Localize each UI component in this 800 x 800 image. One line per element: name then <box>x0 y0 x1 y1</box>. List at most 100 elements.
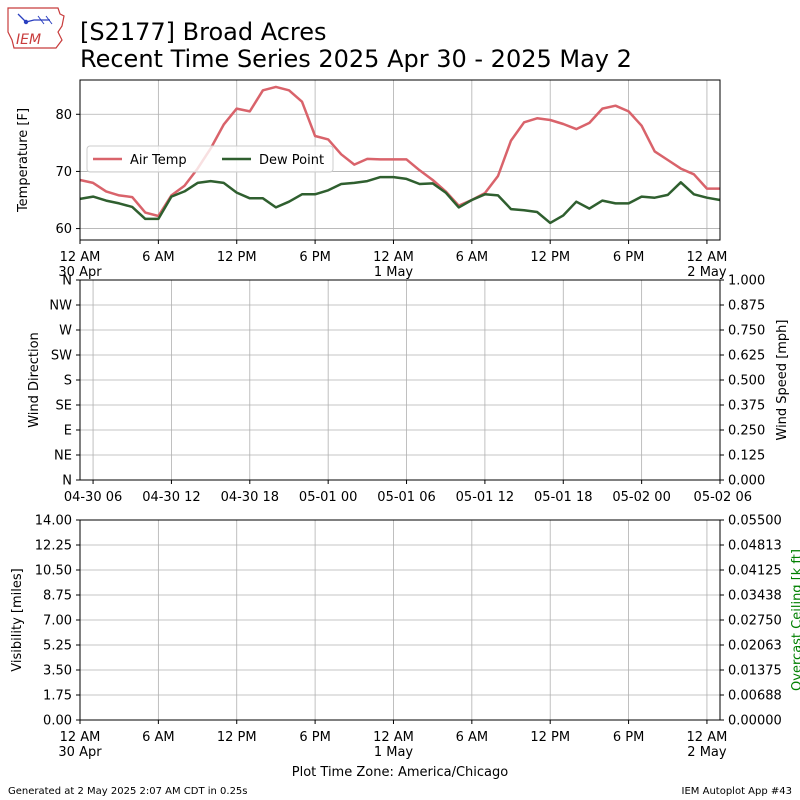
wind-direction-tick-label: S <box>64 374 72 389</box>
legend-dew-point: Dew Point <box>259 153 324 168</box>
wind-xtick-label: 05-02 06 <box>694 490 752 505</box>
wind-xtick-label: 04-30 06 <box>64 490 122 505</box>
visibility-tick-label: 14.00 <box>35 514 72 529</box>
visibility-tick-label: 12.25 <box>35 539 72 554</box>
temperature-series <box>79 85 721 225</box>
ceiling-tick-label: 0.04813 <box>728 539 782 554</box>
ceiling-tick-label: 0.03438 <box>728 589 782 604</box>
wind-direction-tick-label: SW <box>51 349 72 364</box>
temperature-xtick-date: 2 May <box>687 265 727 280</box>
x-axis-label: Plot Time Zone: America/Chicago <box>292 765 508 780</box>
wind-speed-tick-label: 0.875 <box>728 299 765 314</box>
wind-direction-tick-label: NE <box>54 449 72 464</box>
visibility-xtick-date: 2 May <box>687 745 727 760</box>
visibility-xtick-label: 12 AM <box>687 730 728 745</box>
wind-xtick-label: 05-01 06 <box>377 490 435 505</box>
temperature-xtick-date: 1 May <box>374 265 414 280</box>
wind-direction-tick-label: N <box>62 274 72 289</box>
temperature-ytick-label: 60 <box>55 222 72 237</box>
visibility-xtick-date: 30 Apr <box>58 745 102 760</box>
visibility-tick-label: 1.75 <box>43 689 72 704</box>
wind-speed-ticks: 0.000 0.125 0.250 0.375 0.500 0.625 0.750 0.875… <box>720 274 765 489</box>
temperature-xtick-label: 12 AM <box>373 250 414 265</box>
wind-speed-tick-label: 0.375 <box>728 399 765 414</box>
visibility-yticks: 0.00 1.75 3.50 5.25 7.00 8.75 10.50 12.25 14.00 <box>35 514 80 729</box>
ceiling-tick-label: 0.02750 <box>728 614 782 629</box>
temperature-xtick-label: 6 AM <box>142 250 175 265</box>
temperature-xtick-label: 12 PM <box>530 250 570 265</box>
visibility-tick-label: 8.75 <box>43 589 72 604</box>
visibility-tick-label: 5.25 <box>43 639 72 654</box>
air-temp-line <box>79 85 720 218</box>
wind-xticks: 04-30 06 04-30 12 04-30 18 05-01 00 05-01 06… <box>64 480 752 505</box>
visibility-xtick-label: 6 PM <box>299 730 330 745</box>
ceiling-yticks: 0.00000 0.00688 0.01375 0.02063 0.02750 0.034… <box>720 514 782 729</box>
wind-xtick-label: 05-02 00 <box>612 490 670 505</box>
wind-xtick-label: 05-01 00 <box>299 490 357 505</box>
visibility-tick-label: 7.00 <box>43 614 72 629</box>
temperature-xtick-label: 12 AM <box>687 250 728 265</box>
temperature-ytick-label: 80 <box>55 108 72 123</box>
temperature-xtick-label: 6 AM <box>456 250 489 265</box>
dew-point-line <box>79 175 721 225</box>
footer-generated: Generated at 2 May 2025 2:07 AM CDT in 0… <box>8 786 248 797</box>
footer-app: IEM Autoplot App #43 <box>682 786 792 797</box>
temperature-legend: Air Temp Dew Point <box>86 145 334 173</box>
iem-logo: IEM <box>7 7 65 49</box>
temperature-ytick-label: 70 <box>55 165 72 180</box>
wind-speed-tick-label: 0.625 <box>728 349 765 364</box>
temperature-frame <box>79 79 721 241</box>
visibility-xtick-label: 12 PM <box>530 730 570 745</box>
visibility-xtick-label: 12 AM <box>373 730 414 745</box>
logo-text: IEM <box>16 32 41 48</box>
wind-speed-tick-label: 0.125 <box>728 449 765 464</box>
wind-direction-ticks: N NE E SE S SW W NW N <box>49 274 80 489</box>
chart-title-line1: [S2177] Broad Acres <box>80 18 327 46</box>
visibility-tick-label: 10.50 <box>35 564 72 579</box>
ceiling-tick-label: 0.01375 <box>728 664 782 679</box>
visibility-xtick-label: 12 AM <box>60 730 101 745</box>
wind-speed-tick-label: 0.250 <box>728 424 765 439</box>
wind-xtick-label: 04-30 12 <box>142 490 200 505</box>
wind-direction-tick-label: W <box>59 324 72 339</box>
wind-direction-tick-label: N <box>62 474 72 489</box>
ceiling-tick-label: 0.02063 <box>728 639 782 654</box>
ceiling-tick-label: 0.05500 <box>728 514 782 529</box>
wind-speed-axis-label: Wind Speed [mph] <box>775 320 790 441</box>
temperature-xtick-label: 6 PM <box>299 250 330 265</box>
visibility-axis-label: Visibility [miles] <box>10 568 25 671</box>
temperature-xtick-label: 6 PM <box>613 250 644 265</box>
wind-direction-tick-label: E <box>64 424 72 439</box>
ceiling-axis-label: Overcast Ceiling [k ft] <box>790 549 800 691</box>
legend-air-temp: Air Temp <box>130 153 187 168</box>
temperature-xtick-label: 12 AM <box>60 250 101 265</box>
wind-speed-tick-label: 1.000 <box>728 274 765 289</box>
wind-speed-tick-label: 0.000 <box>728 474 765 489</box>
visibility-xtick-label: 12 PM <box>217 730 257 745</box>
chart-title-line2: Recent Time Series 2025 Apr 30 - 2025 Ma… <box>80 45 632 73</box>
ceiling-tick-label: 0.04125 <box>728 564 782 579</box>
visibility-panel: 0.001.753.505.257.008.7510.5012.2514.00 … <box>10 514 800 781</box>
visibility-tick-label: 3.50 <box>43 664 72 679</box>
visibility-xtick-label: 6 PM <box>613 730 644 745</box>
wind-xtick-label: 04-30 18 <box>221 490 279 505</box>
temperature-xtick-date: 30 Apr <box>58 265 102 280</box>
visibility-xtick-label: 6 AM <box>142 730 175 745</box>
visibility-tick-label: 0.00 <box>43 714 72 729</box>
ceiling-tick-label: 0.00688 <box>728 689 782 704</box>
wind-direction-tick-label: SE <box>56 399 72 414</box>
visibility-xtick-date: 1 May <box>374 745 414 760</box>
wind-speed-tick-label: 0.500 <box>728 374 765 389</box>
visibility-grid <box>79 519 720 721</box>
wind-direction-axis-label: Wind Direction <box>27 332 42 428</box>
wind-direction-tick-label: NW <box>49 299 72 314</box>
wind-xtick-label: 05-01 18 <box>534 490 592 505</box>
temperature-xtick-label: 12 PM <box>217 250 257 265</box>
wind-xtick-label: 05-01 12 <box>456 490 514 505</box>
wind-panel: N NE E SE S SW W NW N 0.000 0.125 0.250 0.375 0.500 0… <box>27 274 790 506</box>
